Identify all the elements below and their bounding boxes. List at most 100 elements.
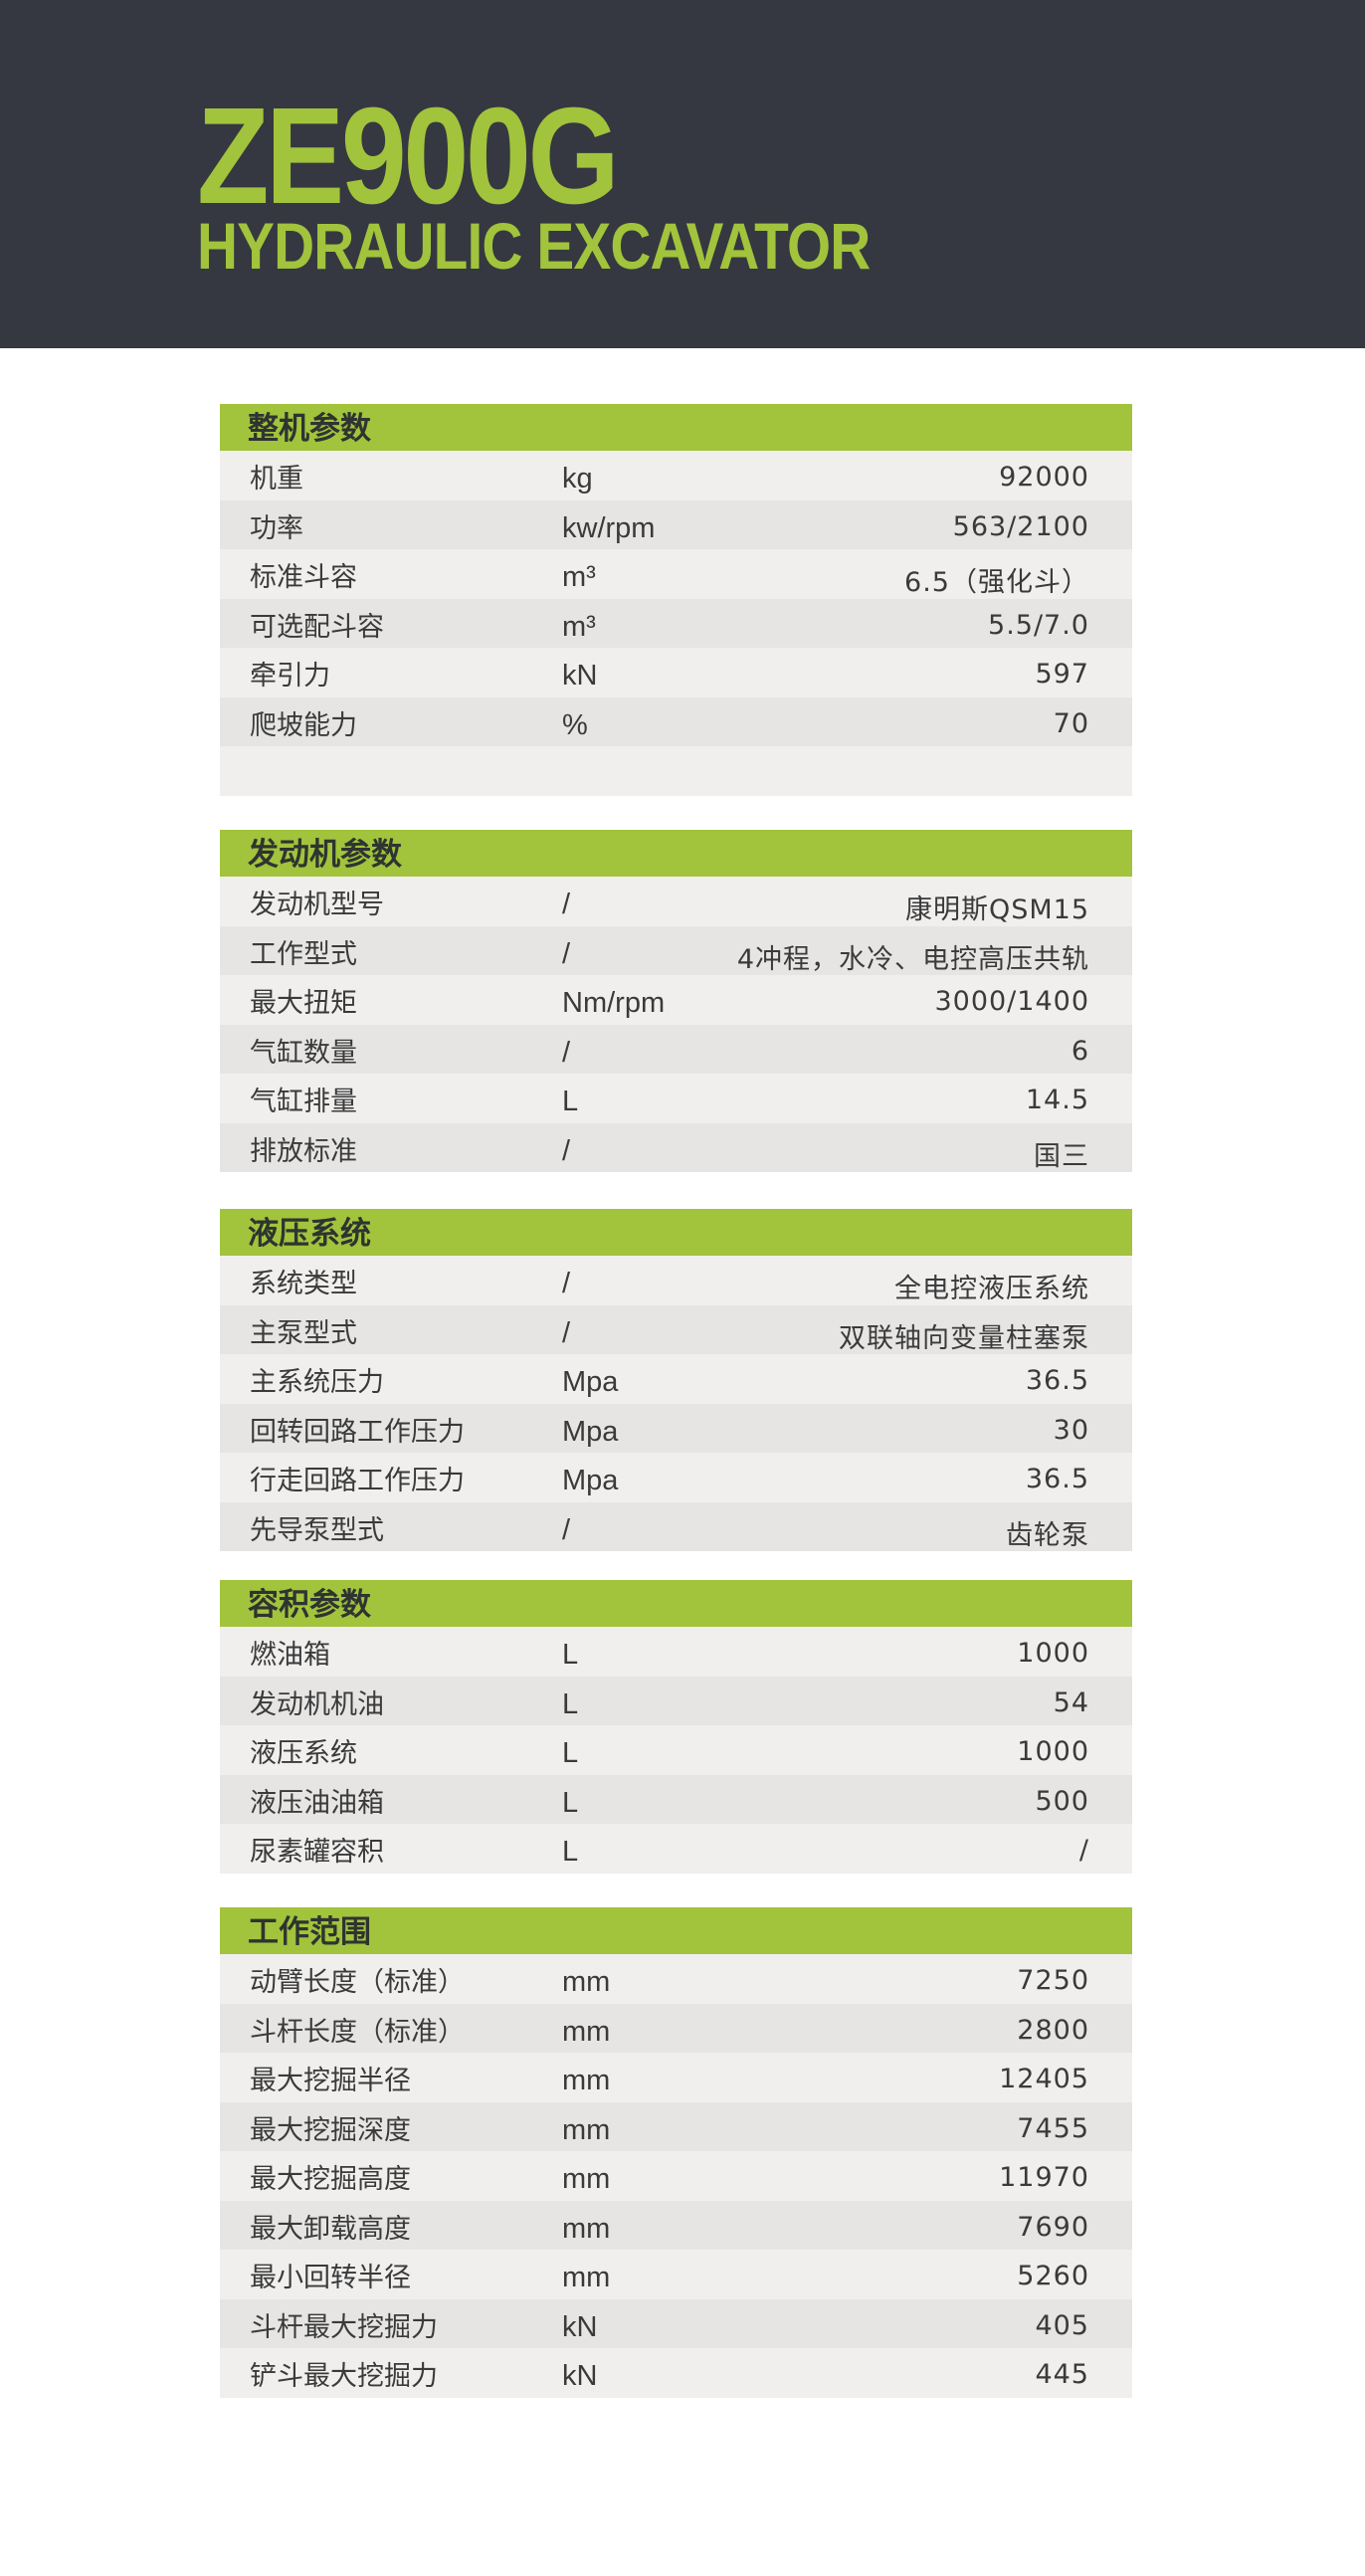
spec-row: 牵引力 kN 597 — [220, 648, 1132, 697]
spec-value: 563/2100 — [952, 510, 1089, 542]
spec-unit: mm — [562, 2015, 611, 2048]
spec-unit: L — [562, 1737, 579, 1769]
spec-section: 容积参数 燃油箱 L 1000 发动机机油 L 54 液压系统 L 1000 液压油油箱 L 500 尿素… — [220, 1580, 1132, 1874]
spec-value: 445 — [1035, 2359, 1089, 2390]
spec-value: 405 — [1035, 2309, 1089, 2341]
spec-label: 最大挖掘半径 — [250, 2066, 411, 2096]
spec-value: 齿轮泵 — [1006, 1519, 1089, 1551]
spec-label: 发动机机油 — [250, 1688, 384, 1720]
spec-label: 最大扭矩 — [250, 988, 357, 1019]
spec-value: 4冲程，水冷、电控高压共轨 — [736, 943, 1089, 975]
spec-row: 发动机机油 L 54 — [220, 1676, 1132, 1725]
spec-row: 气缸数量 / 6 — [220, 1024, 1132, 1074]
spec-unit: mm — [562, 2163, 611, 2195]
spec-label: 先导泵型式 — [250, 1514, 384, 1546]
spec-label: 斗杆长度（标准） — [250, 2016, 465, 2048]
spec-value: 70 — [1053, 707, 1089, 739]
spec-label: 最大挖掘深度 — [250, 2114, 411, 2146]
spec-unit: mm — [562, 1966, 611, 1998]
spec-label: 气缸排量 — [250, 1087, 357, 1117]
spec-row: 工作型式 / 4冲程，水冷、电控高压共轨 — [220, 925, 1132, 975]
spec-unit: L — [562, 1687, 579, 1720]
spec-row: 动臂长度（标准） mm 7250 — [220, 1954, 1132, 2004]
spec-unit: mm — [562, 2262, 611, 2293]
spec-row: 最大卸载高度 mm 7690 — [220, 2200, 1132, 2250]
spec-row: 斗杆长度（标准） mm 2800 — [220, 2003, 1132, 2053]
spec-value: 7250 — [1017, 1965, 1089, 1996]
spec-row: 气缸排量 L 14.5 — [220, 1074, 1132, 1123]
spec-unit: Mpa — [562, 1465, 619, 1496]
spec-unit: L — [562, 1786, 579, 1819]
spec-row: 主泵型式 / 双联轴向变量柱塞泵 — [220, 1304, 1132, 1354]
spec-value: 12405 — [999, 2064, 1089, 2094]
spec-value: 5260 — [1017, 2261, 1089, 2291]
spec-section: 发动机参数 发动机型号 / 康明斯QSM15 工作型式 / 4冲程，水冷、电控高压共轨 最大扭… — [220, 830, 1132, 1172]
spec-section: 整机参数 机重 kg 92000 功率 kw/rpm 563/2100 标准斗容 m³ 6.5（强… — [220, 404, 1132, 796]
spec-row: 最大挖掘高度 mm 11970 — [220, 2151, 1132, 2201]
spec-unit: / — [562, 1036, 571, 1069]
spec-value: 30 — [1053, 1414, 1089, 1446]
spec-label: 可选配斗容 — [250, 611, 384, 643]
spec-value: 6 — [1071, 1035, 1089, 1067]
spec-row: 液压系统 L 1000 — [220, 1725, 1132, 1775]
spec-label: 系统类型 — [250, 1269, 357, 1299]
spec-row: 爬坡能力% 70 — [220, 696, 1132, 746]
spec-unit: L — [562, 1086, 579, 1117]
spec-unit: / — [562, 1268, 571, 1299]
spec-label: 主泵型式 — [250, 1317, 357, 1349]
spec-label: 气缸数量 — [250, 1037, 357, 1069]
product-type: HYDRAULIC EXCAVATOR — [197, 209, 871, 283]
spec-label: 主系统压力 — [250, 1367, 384, 1398]
spec-unit: L — [562, 1639, 579, 1671]
spec-unit: kN — [562, 2310, 598, 2343]
spec-row: 最大挖掘半径 mm 12405 — [220, 2053, 1132, 2102]
spec-row: 液压油油箱 L 500 — [220, 1774, 1132, 1824]
spec-value: 1000 — [1017, 1736, 1089, 1767]
spec-row: 回转回路工作压力 Mpa 30 — [220, 1403, 1132, 1453]
spec-row: 燃油箱 L 1000 — [220, 1627, 1132, 1677]
spec-label: 回转回路工作压力 — [250, 1416, 465, 1448]
spec-unit: L — [562, 1836, 579, 1868]
spec-unit: mm — [562, 2212, 611, 2245]
spec-row: 铲斗最大挖掘力 kN 445 — [220, 2348, 1132, 2398]
spec-label: 行走回路工作压力 — [250, 1466, 465, 1496]
spec-row: 主系统压力 Mpa 36.5 — [220, 1354, 1132, 1404]
spec-unit: / — [562, 1513, 571, 1546]
spec-label: 爬坡能力 — [250, 709, 357, 741]
spec-value: 双联轴向变量柱塞泵 — [839, 1322, 1089, 1354]
spec-unit: Mpa — [562, 1366, 619, 1398]
spec-label: 液压系统 — [250, 1738, 357, 1769]
spec-unit: kN — [562, 660, 598, 692]
spec-unit: kg — [562, 463, 593, 495]
spec-section: 液压系统 系统类型 / 全电控液压系统 主泵型式 / 双联轴向变量柱塞泵 主系统压力 Mpa 36… — [220, 1209, 1132, 1551]
spec-label: 发动机型号 — [250, 890, 384, 920]
spec-value: 36.5 — [1025, 1365, 1089, 1396]
spec-value: 全电控液压系统 — [894, 1274, 1089, 1304]
spec-unit: m³ — [562, 561, 596, 593]
section-title: 液压系统 — [220, 1209, 1132, 1256]
spec-unit: / — [562, 937, 571, 970]
spec-row: 行走回路工作压力 Mpa 36.5 — [220, 1453, 1132, 1502]
spec-row: 排放标准 / 国三 — [220, 1122, 1132, 1172]
spec-label: 最小回转半径 — [250, 2263, 411, 2293]
header-banner: ZE900G HYDRAULIC EXCAVATOR — [0, 0, 1365, 348]
spec-value: 500 — [1035, 1785, 1089, 1817]
spec-label: 排放标准 — [250, 1135, 357, 1167]
spec-value: / — [1078, 1835, 1089, 1866]
spec-value: 康明斯QSM15 — [904, 894, 1089, 925]
spec-label: 斗杆最大挖掘力 — [250, 2311, 438, 2343]
spec-value: 1000 — [1017, 1638, 1089, 1669]
section-title: 发动机参数 — [220, 830, 1132, 877]
spec-value: 6.5（强化斗） — [904, 567, 1089, 598]
spec-unit: kw/rpm — [562, 511, 656, 544]
spec-label: 功率 — [250, 512, 303, 544]
spec-label: 燃油箱 — [250, 1640, 330, 1671]
spec-label: 最大卸载高度 — [250, 2213, 411, 2245]
spec-row: 可选配斗容 m³ 5.5/7.0 — [220, 598, 1132, 648]
spec-value: 14.5 — [1025, 1085, 1089, 1115]
spec-section: 工作范围 动臂长度（标准） mm 7250 斗杆长度（标准） mm 2800 最大挖掘半径 mm… — [220, 1907, 1132, 2398]
spec-value: 7690 — [1017, 2211, 1089, 2243]
spec-value: 2800 — [1017, 2014, 1089, 2046]
spec-label: 机重 — [250, 464, 303, 495]
section-title: 整机参数 — [220, 404, 1132, 451]
